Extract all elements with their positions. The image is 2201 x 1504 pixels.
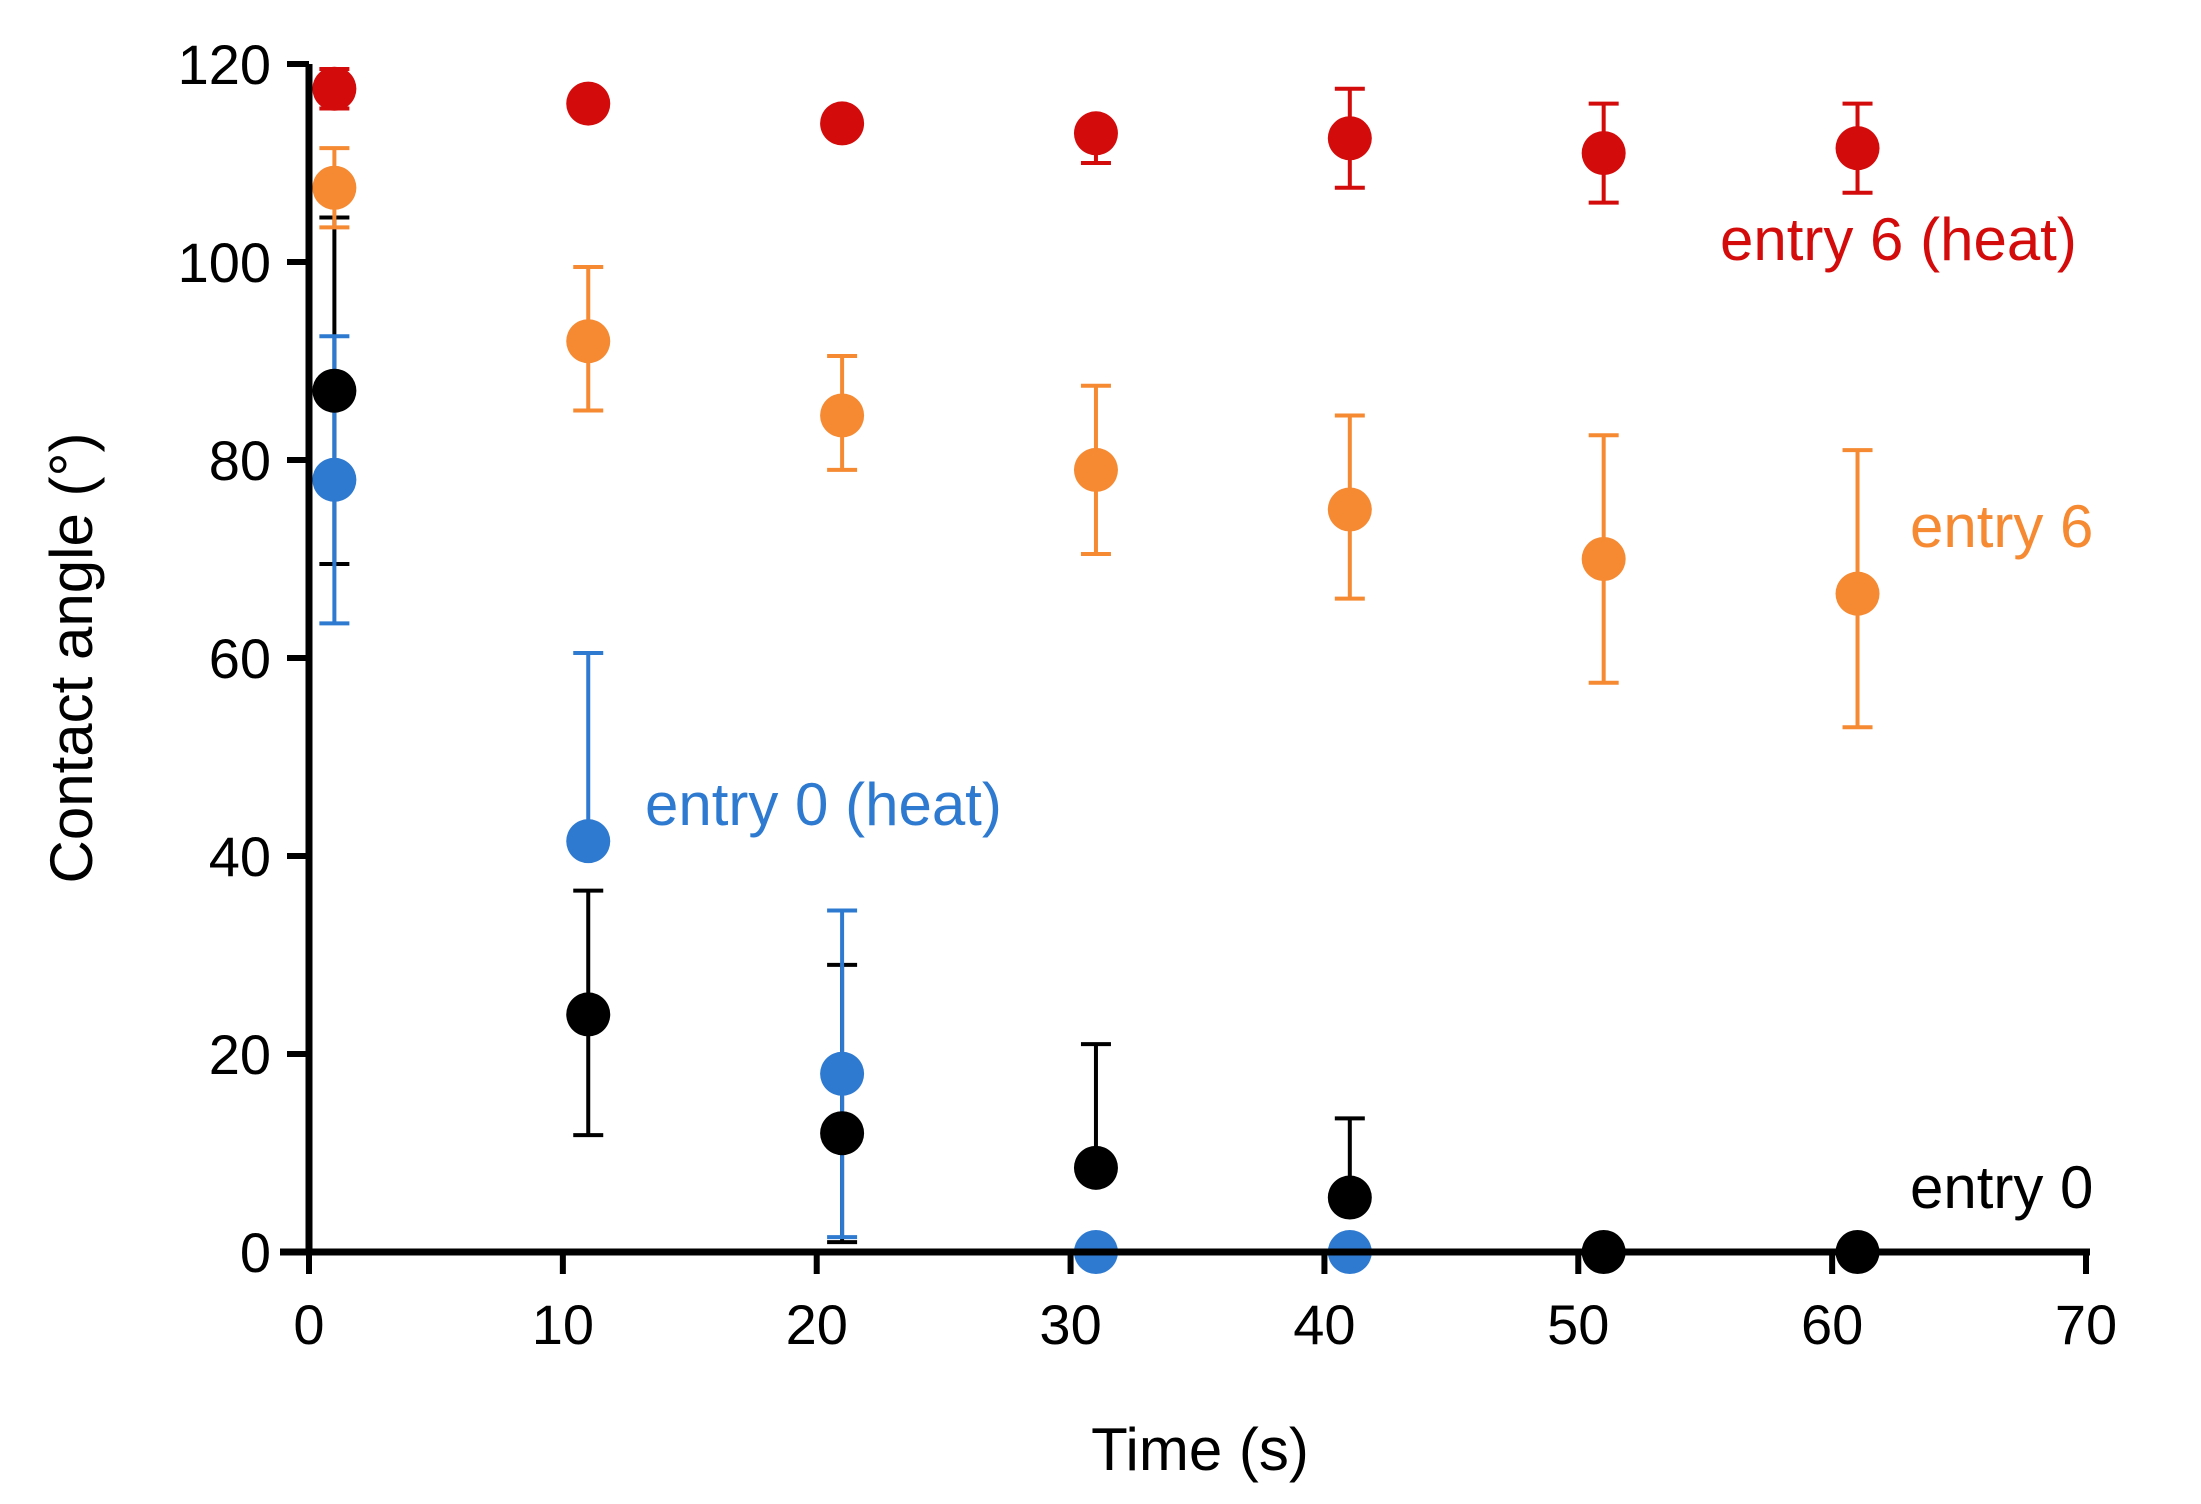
x-tick-label-20: 20: [786, 1293, 848, 1356]
x-tick-label-10: 10: [532, 1293, 594, 1356]
y-tick-label-20: 20: [209, 1023, 271, 1086]
y-tick-label-60: 60: [209, 627, 271, 690]
point-entry-6-heat-6: [1835, 126, 1880, 171]
y-tick-label-80: 80: [209, 429, 271, 492]
point-entry-6-0: [312, 165, 357, 210]
point-entry-0-2: [820, 1111, 865, 1156]
point-entry-0-heat-0: [312, 457, 357, 502]
point-entry-6-5: [1581, 537, 1626, 581]
point-entry-6-heat-2: [820, 101, 865, 146]
x-tick-label-60: 60: [1801, 1293, 1863, 1356]
point-entry-0-0: [312, 368, 357, 413]
point-entry-0-1: [566, 992, 611, 1037]
point-entry-0-heat-1: [566, 819, 611, 864]
point-entry-6-3: [1073, 447, 1118, 492]
point-entry-6-6: [1835, 571, 1880, 616]
x-tick-label-40: 40: [1293, 1293, 1355, 1356]
y-axis-title: Contact angle (°): [38, 433, 105, 884]
x-axis-title: Time (s): [1091, 1416, 1309, 1483]
point-entry-6-heat-4: [1327, 116, 1372, 161]
errorbar-entry-0-heat-1: [573, 651, 604, 842]
y-tick-label-100: 100: [178, 231, 271, 294]
x-tick-label-70: 70: [2055, 1293, 2117, 1356]
axes-layer: 0 10 20 30 40 50 60 70 0 20 40 60 80 100 120: [178, 33, 2118, 1356]
errorbars-layer: [319, 66, 1873, 1245]
point-entry-0-4: [1327, 1175, 1372, 1220]
point-entry-6-1: [566, 319, 611, 364]
point-entry-6-2: [820, 393, 865, 438]
series-label-entry-0: entry 0: [1910, 1154, 2093, 1221]
x-ticks: 0 10 20 30 40 50 60 70: [293, 1252, 2117, 1356]
x-tick-label-50: 50: [1547, 1293, 1609, 1356]
point-entry-0-heat-2: [820, 1051, 865, 1096]
series-label-entry-6-heat: entry 6 (heat): [1720, 206, 2077, 273]
point-entry-6-heat-1: [566, 81, 611, 126]
point-entry-6-heat-0: [312, 66, 357, 111]
y-tick-label-0: 0: [240, 1221, 271, 1284]
x-tick-label-30: 30: [1039, 1293, 1101, 1356]
y-tick-label-120: 120: [178, 33, 271, 96]
y-tick-label-40: 40: [209, 825, 271, 888]
series-label-entry-0-heat: entry 0 (heat): [645, 771, 1002, 838]
point-entry-6-heat-5: [1581, 131, 1626, 176]
point-entry-6-4: [1327, 487, 1372, 532]
y-ticks: 0 20 40 60 80 100 120: [178, 33, 309, 1284]
series-label-entry-6: entry 6: [1910, 493, 2093, 560]
point-entry-0-3: [1073, 1145, 1118, 1190]
point-entry-6-heat-3: [1073, 111, 1118, 156]
x-tick-label-0: 0: [293, 1293, 324, 1356]
